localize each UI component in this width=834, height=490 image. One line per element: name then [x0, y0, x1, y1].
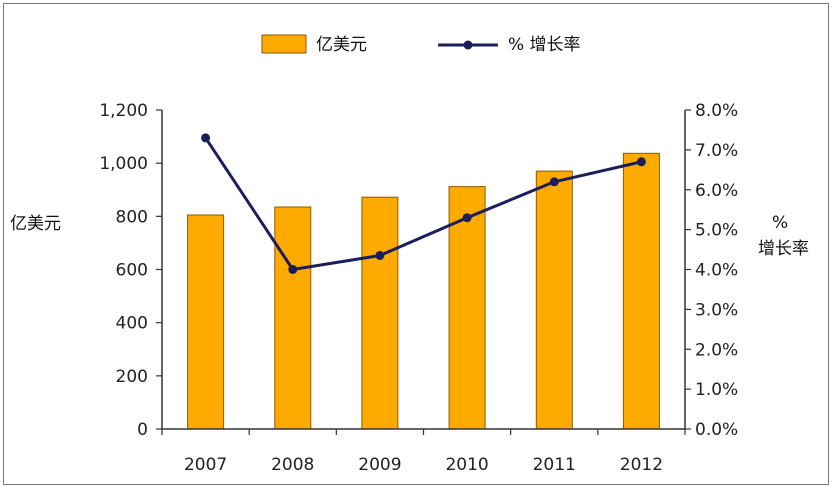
right-tick-label: 2.0% [695, 340, 738, 360]
growth-point-2012 [636, 157, 646, 167]
x-tick-label-2011: 2011 [533, 455, 576, 475]
right-tick-label: 5.0% [695, 221, 738, 241]
bar-2011 [535, 170, 573, 430]
left-tick-label: 600 [116, 261, 148, 281]
right-tick-label: 7.0% [695, 141, 738, 161]
right-axis-title-unit: % [772, 213, 788, 233]
right-tick-label: 3.0% [695, 300, 738, 320]
growth-point-2007 [201, 133, 211, 143]
bar-2012 [622, 152, 660, 430]
plot-area: 0 200 400 600 800 1,000 1,200 0.0% 1.0% 2.0% 3.0% 4… [99, 101, 738, 475]
legend-swatch-bars [261, 34, 307, 54]
x-tick-label-2012: 2012 [620, 455, 663, 475]
legend-marker-line [463, 40, 473, 50]
left-tick-label: 200 [116, 367, 148, 387]
right-tick-label: 4.0% [695, 261, 738, 281]
x-tick-label-2009: 2009 [358, 455, 401, 475]
right-axis-title: 增长率 [758, 239, 809, 259]
bar-2008 [274, 206, 312, 430]
legend: 亿美元 % 增长率 [261, 34, 581, 55]
chart-frame [3, 3, 829, 485]
growth-point-2009 [375, 251, 385, 260]
left-tick-label: 0 [137, 420, 148, 440]
growth-rate-line [204, 137, 642, 271]
right-tick-label: 0.0% [695, 420, 738, 440]
growth-point-2011 [549, 177, 559, 187]
right-tick-label: 1.0% [695, 380, 738, 400]
x-tick-label-2010: 2010 [445, 455, 488, 475]
bar-2007 [187, 214, 225, 430]
x-tick-label-2007: 2007 [184, 455, 227, 475]
bar-2010 [448, 186, 486, 430]
left-axis-title: 亿美元 [10, 214, 61, 234]
x-tick-label-2008: 2008 [271, 455, 314, 475]
left-tick-label: 1,200 [99, 101, 148, 121]
left-tick-label: 400 [116, 314, 148, 334]
legend-label-bars: 亿美元 [316, 35, 367, 55]
growth-point-2008 [288, 265, 298, 274]
bar-2009 [361, 196, 399, 430]
growth-point-2010 [462, 213, 472, 223]
right-tick-label: 6.0% [695, 181, 738, 201]
right-tick-label: 8.0% [695, 101, 738, 121]
left-tick-label: 800 [116, 207, 148, 227]
legend-label-line: % 增长率 [508, 35, 581, 55]
left-tick-label: 1,000 [99, 154, 148, 174]
